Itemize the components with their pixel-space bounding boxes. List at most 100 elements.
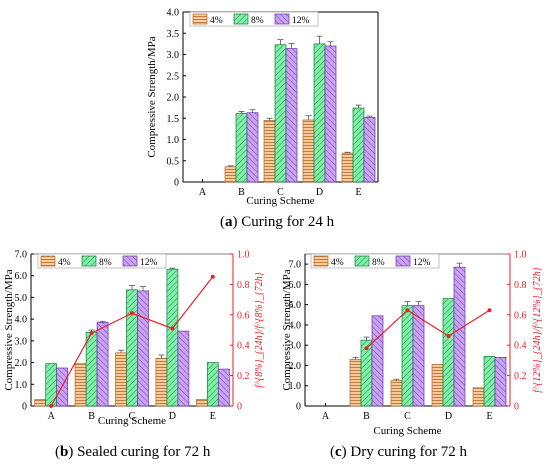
chart-c-ytick-label: 2.0 [289, 361, 302, 372]
chart-c-bar-hatch [431, 364, 444, 407]
chart-a-bar-hatch [363, 117, 376, 183]
chart-c-bar-hatch [412, 305, 425, 407]
chart-a-bar-hatch [263, 120, 276, 183]
chart-c-x-label: Curing Scheme [373, 425, 441, 437]
chart-a-ytick-label: 3.0 [167, 50, 180, 61]
chart-b-y2-label: f^{8%}_{24h}/f^{8%}_{72h} [254, 272, 265, 387]
chart-b-y2tick-label: 0.8 [237, 280, 250, 291]
chart-b-bar-hatch [137, 290, 149, 407]
chart-b-y-label: Compressive Strength/MPa [3, 269, 15, 390]
chart-b-ytick-label: 6.0 [15, 271, 28, 282]
chart-c-legend-label: 8% [372, 258, 385, 268]
chart-c-y2tick-label: 0 [514, 402, 519, 413]
caption-a-text: Curing for 24 h [241, 214, 335, 230]
chart-a-bar-hatch [341, 152, 354, 183]
chart-b-legend-swatch-hatch [40, 255, 56, 267]
chart-c-ratio-line [366, 309, 490, 349]
chart-b-bar-hatch [96, 322, 109, 407]
chart-c-ytick-label: 6.0 [289, 280, 302, 291]
chart-a-legend-label: 8% [251, 16, 264, 26]
chart-c-ratio-point [487, 308, 492, 313]
chart-b-category-label: E [210, 411, 216, 422]
chart-b-ratio-point [49, 404, 54, 408]
chart-a-category-label: A [199, 187, 207, 198]
caption-a-letter: a [225, 214, 233, 230]
chart-b-ratio-point [210, 274, 215, 279]
chart-c-ytick-label: 7.0 [289, 260, 302, 271]
chart-c-legend-swatch-hatch [395, 255, 411, 267]
chart-b-legend-label: 12% [140, 258, 158, 268]
chart-b-bar-hatch [34, 399, 47, 407]
chart-c-y2tick-label: 0.6 [514, 310, 527, 321]
chart-a-category-label: D [316, 187, 323, 198]
chart-a-x-label: Curing Scheme [246, 195, 314, 207]
chart-a-bar-hatch [313, 43, 326, 183]
chart-c-ytick-label: 0 [296, 402, 301, 413]
caption-b-text: Sealed curing for 72 h [77, 444, 211, 460]
chart-c-bar-hatch [483, 355, 496, 407]
chart-a-bar-hatch [324, 45, 337, 183]
chart-b-bar-hatch [177, 330, 190, 407]
chart-b-bar-hatch [126, 289, 138, 407]
chart-b-y2tick-label: 1.0 [237, 250, 250, 261]
chart-c-bar-hatch [401, 305, 414, 407]
chart-c-bar-hatch [371, 315, 384, 407]
chart-b-legend-label: 8% [99, 258, 112, 268]
caption-c-text: Dry curing for 72 h [350, 444, 468, 460]
chart-c-bar-hatch [453, 266, 466, 407]
chart-a-ytick-label: 2.0 [167, 93, 180, 104]
caption-b-letter: b [60, 444, 69, 460]
chart-a-ytick-label: 2.5 [167, 71, 180, 82]
chart-c-category-label: B [363, 411, 370, 422]
chart-b-legend-swatch-hatch [81, 255, 97, 267]
chart-a-bar-hatch [285, 48, 298, 183]
chart-c-bar-hatch [442, 298, 455, 407]
chart-c-y2tick-label: 0.4 [514, 341, 527, 352]
chart-b-bar-hatch [85, 331, 98, 407]
chart-a-bar-hatch [235, 113, 248, 183]
chart-c-legend-label: 4% [331, 258, 344, 268]
chart-b-bar-hatch [115, 352, 127, 407]
chart-a-bar-hatch [352, 107, 365, 183]
chart-b-bar-hatch [155, 357, 168, 407]
chart-b-y2tick-label: 0.6 [237, 310, 250, 321]
chart-a-ytick-label: 0 [174, 178, 179, 189]
caption-c: (c) Dry curing for 72 h [330, 444, 468, 460]
chart-c-legend-label: 12% [413, 258, 431, 268]
caption-c-letter: c [335, 444, 342, 460]
chart-c-y2tick-label: 0.8 [514, 280, 527, 291]
chart-a-bar-hatch [302, 119, 315, 183]
chart-c-ratio-point [364, 346, 369, 351]
chart-a-legend-label: 12% [292, 16, 310, 26]
chart-c-bar-hatch [494, 357, 507, 407]
chart-b-bar-hatch [217, 368, 230, 407]
chart-c-category-label: E [486, 411, 492, 422]
chart-b-bar-hatch [166, 268, 179, 407]
chart-b-bar-hatch [195, 399, 208, 407]
chart-b-ratio-point [89, 331, 94, 336]
chart-a-ytick-label: 1.0 [167, 135, 180, 146]
chart-a-bar-hatch [246, 112, 259, 183]
chart-a-legend-swatch-hatch [233, 13, 249, 25]
chart-a-category-label: C [277, 187, 284, 198]
chart-c-ytick-label: 3.0 [289, 341, 302, 352]
chart-a-bar-hatch [224, 166, 237, 183]
chart-c-category-label: A [322, 411, 330, 422]
chart-b-ytick-label: 4.0 [15, 315, 28, 326]
chart-b-ytick-label: 2.0 [15, 358, 28, 369]
chart-c-y2tick-label: 0.2 [514, 371, 527, 382]
chart-c-category-label: C [404, 411, 411, 422]
chart-b-ratio-point [130, 311, 134, 316]
chart-b-bar-hatch [74, 363, 87, 407]
chart-c-bar-hatch [472, 387, 485, 407]
chart-b-category-label: D [169, 411, 176, 422]
chart-c-bar-hatch [390, 380, 403, 407]
chart-b-ratio-point [170, 326, 175, 331]
chart-c-y2-label: f^{12%}_{24h}/f^{12%}_{72h} [532, 267, 543, 392]
chart-a-y-label: Compressive Strength/MPa [146, 36, 158, 157]
chart-b-y2tick-label: 0.2 [237, 371, 250, 382]
chart-c-ytick-label: 4.0 [289, 320, 302, 331]
chart-b-category-label: C [129, 411, 136, 422]
chart-a-legend-swatch-hatch [192, 13, 208, 25]
